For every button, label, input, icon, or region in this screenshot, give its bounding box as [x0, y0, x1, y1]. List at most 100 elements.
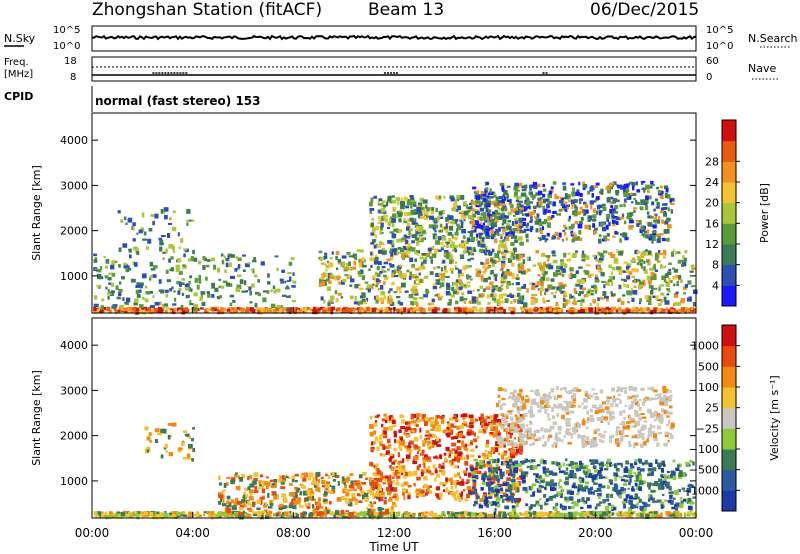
echo-cell: [96, 269, 99, 272]
echo-cell: [488, 486, 491, 492]
echo-cell: [357, 302, 361, 306]
echo-cell: [667, 471, 670, 474]
echo-cell: [180, 304, 184, 309]
echo-cell: [324, 263, 327, 267]
echo-cell: [658, 192, 663, 196]
echo-cell: [640, 512, 644, 517]
echo-cell: [331, 251, 334, 255]
echo-cell: [380, 290, 385, 296]
echo-cell: [114, 309, 117, 315]
echo-cell: [682, 261, 687, 267]
echo-cell: [132, 238, 136, 242]
echo-cell: [285, 475, 289, 479]
echo-cell: [656, 203, 660, 207]
echo-cell: [452, 458, 456, 461]
echo-cell: [482, 227, 487, 232]
echo-cell: [594, 255, 598, 260]
echo-cell: [343, 478, 349, 483]
echo-cell: [449, 308, 452, 311]
echo-cell: [497, 452, 501, 456]
echo-cell: [400, 273, 404, 276]
echo-cell: [494, 307, 498, 311]
echo-cell: [641, 480, 647, 484]
echo-cell: [237, 307, 243, 310]
echo-cell: [657, 219, 661, 224]
echo-cell: [269, 499, 273, 505]
echo-cell: [350, 307, 355, 312]
echo-cell: [597, 297, 600, 302]
echo-cell: [320, 476, 324, 480]
echo-cell: [265, 484, 269, 490]
echo-cell: [465, 467, 468, 471]
echo-cell: [276, 305, 282, 308]
echo-cell: [401, 488, 407, 493]
echo-cell: [603, 250, 608, 254]
echo-cell: [558, 282, 564, 287]
echo-cell: [425, 421, 428, 426]
echo-cell: [558, 465, 562, 468]
echo-cell: [554, 513, 559, 518]
echo-cell: [343, 481, 346, 486]
echo-cell: [198, 274, 202, 280]
echo-cell: [532, 264, 536, 267]
echo-cell: [471, 252, 475, 256]
echo-cell: [456, 482, 460, 485]
echo-cell: [656, 308, 662, 312]
echo-cell: [447, 421, 450, 425]
echo-cell: [150, 214, 155, 217]
echo-cell: [680, 307, 685, 312]
echo-cell: [563, 224, 567, 228]
echo-cell: [617, 299, 620, 302]
echo-cell: [273, 495, 278, 500]
echo-cell: [383, 478, 387, 482]
echo-cell: [462, 201, 467, 206]
echo-cell: [409, 309, 415, 314]
echo-cell: [438, 514, 443, 519]
echo-cell: [478, 416, 481, 421]
echo-cell: [453, 244, 458, 248]
echo-cell: [445, 217, 450, 222]
colorbar-swatch-8: [722, 120, 736, 142]
echo-cell: [387, 240, 391, 244]
echo-cell: [440, 472, 446, 476]
echo-cell: [612, 306, 617, 311]
echo-cell: [118, 264, 121, 268]
echo-cell: [391, 218, 397, 223]
echo-cell: [546, 238, 549, 241]
echo-cell: [310, 491, 315, 494]
echo-cell: [562, 303, 566, 308]
echo-cell: [394, 449, 397, 452]
echo-cell: [612, 512, 615, 515]
echo-cell: [331, 485, 336, 490]
echo-cell: [489, 188, 492, 191]
echo-cell: [653, 287, 658, 290]
echo-cell: [379, 240, 382, 245]
echo-cell: [561, 208, 564, 211]
colorbar-tick-label-4: 20: [705, 197, 719, 210]
echo-cell: [463, 307, 467, 311]
echo-cell: [356, 484, 361, 490]
echo-cell: [401, 444, 406, 447]
echo-cell: [508, 473, 513, 476]
echo-cell: [397, 464, 403, 470]
echo-cell: [580, 511, 584, 514]
echo-cell: [142, 308, 146, 312]
echo-cell: [423, 259, 427, 264]
echo-cell: [664, 273, 669, 278]
echo-cell: [192, 249, 195, 255]
echo-cell: [440, 246, 444, 251]
echo-cell: [432, 464, 436, 469]
echo-cell: [461, 214, 466, 219]
echo-cell: [550, 278, 555, 282]
echo-cell: [186, 209, 191, 214]
echo-cell: [287, 272, 292, 275]
echo-cell: [506, 294, 511, 297]
echo-cell: [511, 455, 516, 459]
echo-cell: [303, 490, 308, 496]
echo-cell: [529, 282, 534, 286]
echo-cell: [600, 188, 604, 193]
echo-cell: [541, 270, 546, 276]
echo-cell: [573, 514, 576, 519]
echo-cell: [134, 298, 139, 303]
echo-cell: [396, 478, 399, 482]
